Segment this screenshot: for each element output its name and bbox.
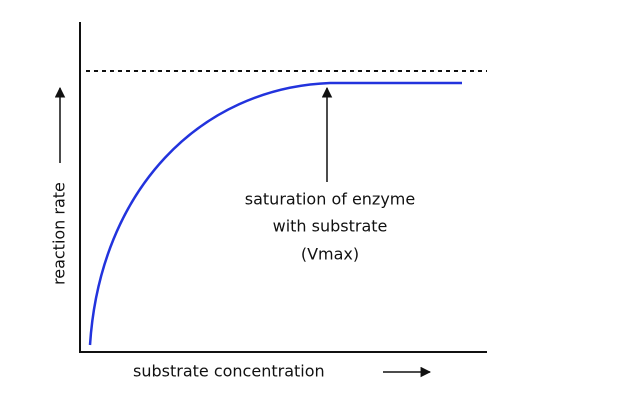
annotation-line: (Vmax) xyxy=(301,245,359,264)
x-axis-label: substrate concentration xyxy=(133,362,325,381)
rate-curve xyxy=(88,81,462,346)
annotation-line: saturation of enzyme xyxy=(245,190,415,209)
y-axis-label: reaction rate xyxy=(50,182,69,285)
annotation-line: with substrate xyxy=(273,217,388,236)
